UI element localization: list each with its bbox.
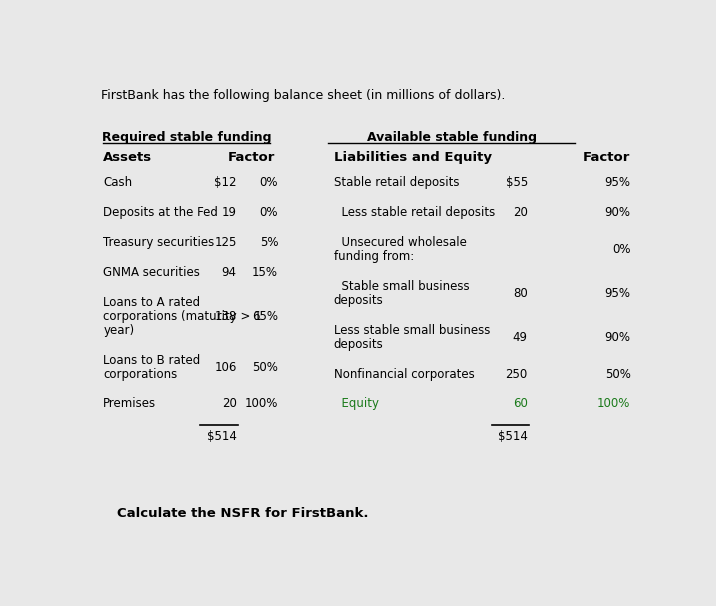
- Text: 90%: 90%: [604, 331, 631, 344]
- Text: Available stable funding: Available stable funding: [367, 131, 536, 144]
- Text: 50%: 50%: [604, 368, 631, 381]
- Text: 100%: 100%: [245, 398, 278, 410]
- Text: Required stable funding: Required stable funding: [102, 131, 271, 144]
- Text: 0%: 0%: [612, 243, 631, 256]
- Text: 106: 106: [214, 361, 236, 374]
- Text: 60: 60: [513, 398, 528, 410]
- Text: Less stable retail deposits: Less stable retail deposits: [334, 206, 495, 219]
- Text: deposits: deposits: [334, 294, 383, 307]
- Text: Calculate the NSFR for FirstBank.: Calculate the NSFR for FirstBank.: [117, 507, 369, 520]
- Text: Treasury securities: Treasury securities: [103, 236, 215, 249]
- Text: 65%: 65%: [252, 310, 278, 323]
- Text: 138: 138: [214, 310, 236, 323]
- Text: 95%: 95%: [604, 176, 631, 189]
- Text: 20: 20: [222, 398, 236, 410]
- Text: Liabilities and Equity: Liabilities and Equity: [334, 151, 492, 164]
- Text: Stable small business: Stable small business: [334, 280, 469, 293]
- Text: 19: 19: [221, 206, 236, 219]
- Text: $514: $514: [498, 430, 528, 443]
- Text: 125: 125: [214, 236, 236, 249]
- Text: corporations (maturity > 1: corporations (maturity > 1: [103, 310, 262, 323]
- Text: deposits: deposits: [334, 338, 383, 351]
- Text: 100%: 100%: [597, 398, 631, 410]
- Text: GNMA securities: GNMA securities: [103, 266, 200, 279]
- Text: Factor: Factor: [583, 151, 631, 164]
- Text: Equity: Equity: [334, 398, 379, 410]
- Text: Loans to A rated: Loans to A rated: [103, 296, 200, 309]
- Text: 15%: 15%: [252, 266, 278, 279]
- Text: FirstBank has the following balance sheet (in millions of dollars).: FirstBank has the following balance shee…: [100, 89, 505, 102]
- Text: Nonfinancial corporates: Nonfinancial corporates: [334, 368, 475, 381]
- Text: Assets: Assets: [103, 151, 153, 164]
- Text: Premises: Premises: [103, 398, 157, 410]
- Text: 49: 49: [513, 331, 528, 344]
- Text: Loans to B rated: Loans to B rated: [103, 354, 200, 367]
- Text: $55: $55: [505, 176, 528, 189]
- Text: 0%: 0%: [260, 206, 278, 219]
- Text: Cash: Cash: [103, 176, 132, 189]
- Text: 50%: 50%: [252, 361, 278, 374]
- Text: 90%: 90%: [604, 206, 631, 219]
- Text: funding from:: funding from:: [334, 250, 414, 263]
- Text: 95%: 95%: [604, 287, 631, 300]
- Text: corporations: corporations: [103, 368, 178, 381]
- Text: 80: 80: [513, 287, 528, 300]
- Text: 94: 94: [221, 266, 236, 279]
- Text: 5%: 5%: [260, 236, 278, 249]
- Text: year): year): [103, 324, 135, 337]
- Text: 0%: 0%: [260, 176, 278, 189]
- Text: Unsecured wholesale: Unsecured wholesale: [334, 236, 467, 249]
- Text: Stable retail deposits: Stable retail deposits: [334, 176, 459, 189]
- Text: Less stable small business: Less stable small business: [334, 324, 490, 337]
- Text: 20: 20: [513, 206, 528, 219]
- Text: Factor: Factor: [228, 151, 276, 164]
- Text: Deposits at the Fed: Deposits at the Fed: [103, 206, 218, 219]
- Text: $514: $514: [207, 430, 236, 443]
- Text: $12: $12: [214, 176, 236, 189]
- Text: 250: 250: [505, 368, 528, 381]
